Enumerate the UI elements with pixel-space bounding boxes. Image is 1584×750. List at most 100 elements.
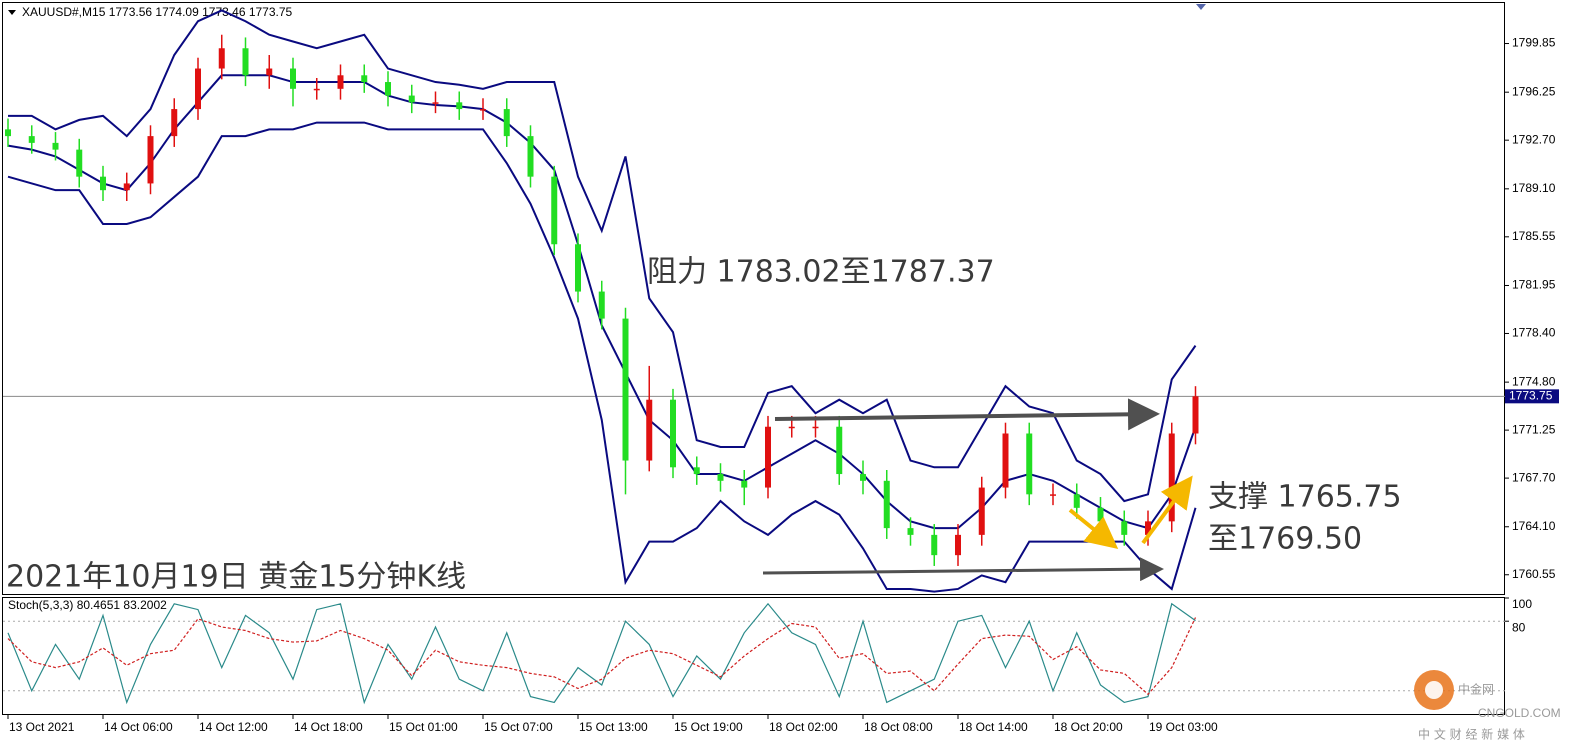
annotation: 阻力 1783.02至1787.37: [647, 255, 995, 290]
x-tick-label: 14 Oct 06:00: [104, 720, 173, 734]
x-tick-label: 15 Oct 01:00: [389, 720, 458, 734]
candle-body: [385, 82, 391, 96]
x-tick-label: 18 Oct 02:00: [769, 720, 838, 734]
x-tick-label: 14 Oct 18:00: [294, 720, 363, 734]
candle-body: [1192, 396, 1199, 434]
candle-body: [1121, 521, 1128, 535]
up-arrow: [1141, 475, 1193, 545]
y-tick-label: 1785.55: [1512, 229, 1556, 243]
y-tick-label: 1789.10: [1512, 181, 1556, 195]
plot-area: 1760.55 1764.10 1767.70 1771.25 1774.80 1778.…: [3, 9, 1559, 734]
x-tick-label: 18 Oct 08:00: [864, 720, 933, 734]
candle-body: [693, 467, 700, 475]
candle-body: [527, 136, 534, 177]
candle-body: [646, 399, 653, 461]
candle-body: [480, 109, 486, 111]
x-tick-label: 14 Oct 12:00: [199, 720, 268, 734]
candle-body: [622, 318, 629, 461]
down-arrow: [1068, 508, 1119, 550]
candle-body: [266, 68, 273, 76]
candle-body: [812, 426, 819, 429]
y-tick-label: 1778.40: [1512, 326, 1556, 340]
candle-body: [765, 426, 771, 488]
y-tick-label: 1792.70: [1512, 132, 1556, 146]
candle-body: [1026, 433, 1033, 495]
candle-body: [670, 399, 676, 468]
candle-body: [242, 48, 249, 76]
candle-body: [100, 176, 106, 191]
annotation: 2021年10月19日 黄金15分钟K线: [6, 560, 466, 595]
x-tick-label: 15 Oct 13:00: [579, 720, 648, 734]
stoch-line: [7, 617, 1197, 696]
y-tick-label: 80: [1512, 620, 1526, 634]
candle-body: [1145, 521, 1151, 535]
candle-body: [1073, 494, 1080, 508]
band-line: [7, 121, 1197, 593]
y-tick-label: 1796.25: [1512, 84, 1556, 98]
candle-body: [313, 88, 320, 91]
y-tick-label: 1760.55: [1512, 567, 1556, 581]
candle-body: [218, 48, 225, 69]
current-price-label: 1773.75: [1509, 388, 1553, 402]
support-arrow: [762, 557, 1164, 582]
candle-body: [123, 183, 130, 191]
watermark-site: CNGOLD.COM: [1478, 706, 1561, 720]
candle-body: [598, 291, 605, 319]
candle-body: [28, 136, 35, 143]
candle-body: [717, 474, 724, 481]
candle-body: [5, 129, 11, 137]
candle-body: [290, 68, 296, 89]
x-tick-label: 18 Oct 20:00: [1054, 720, 1123, 734]
annotation: 至1769.50: [1208, 522, 1362, 557]
candle-body: [978, 487, 985, 535]
y-tick-label: 1774.80: [1512, 374, 1556, 388]
candle-body: [361, 75, 368, 83]
candle-body: [836, 426, 843, 475]
candle-body: [883, 480, 890, 529]
main-panel: [2, 2, 1505, 595]
stoch-panel: [2, 597, 1505, 715]
candle-body: [741, 480, 748, 488]
candle-body: [456, 102, 463, 110]
x-tick-label: 19 Oct 03:00: [1149, 720, 1218, 734]
x-tick-label: 15 Oct 07:00: [484, 720, 553, 734]
stoch-line: [7, 602, 1196, 705]
candle-body: [575, 244, 581, 292]
candle-body: [408, 95, 415, 103]
candle-body: [1002, 433, 1009, 488]
watermark-name: 中金网: [1458, 682, 1494, 697]
watermark-tagline: 中 文 财 经 新 媒 体: [1418, 727, 1525, 742]
candle-body: [337, 75, 344, 89]
logo-inner: [1425, 681, 1443, 699]
candle-body: [76, 149, 83, 177]
symbol-header: XAUUSD#,M15 1773.56 1774.09 1773.46 1773…: [22, 5, 293, 19]
annotation: 支撑 1765.75: [1208, 480, 1402, 515]
candle-body: [931, 534, 938, 556]
candle-body: [171, 109, 178, 137]
stoch-header: Stoch(5,3,3) 80.4651 83.2002: [8, 598, 167, 612]
candle-body: [1050, 494, 1056, 496]
current-price-box: [1505, 389, 1559, 404]
candle-body: [907, 528, 914, 535]
x-tick-label: 15 Oct 19:00: [674, 720, 743, 734]
y-tick-label: 1771.25: [1512, 422, 1556, 436]
y-tick-label: 1781.95: [1512, 278, 1556, 292]
resistance-arrow: [774, 398, 1160, 431]
candle-body: [195, 68, 201, 110]
candle-body: [955, 534, 961, 556]
y-tick-label: 1799.85: [1512, 36, 1556, 50]
x-tick-label: 18 Oct 14:00: [959, 720, 1028, 734]
x-tick-label: 13 Oct 2021: [9, 720, 75, 734]
menu-triangle[interactable]: [8, 10, 16, 15]
y-tick-label: 100: [1512, 597, 1532, 611]
candle-body: [147, 136, 154, 184]
band-line: [8, 9, 1197, 503]
candle-body: [860, 474, 866, 481]
candle-body: [551, 176, 558, 245]
candle-body: [503, 109, 510, 137]
candle-body: [432, 102, 439, 104]
shift-marker: [1196, 4, 1206, 10]
candle-body: [788, 426, 795, 429]
